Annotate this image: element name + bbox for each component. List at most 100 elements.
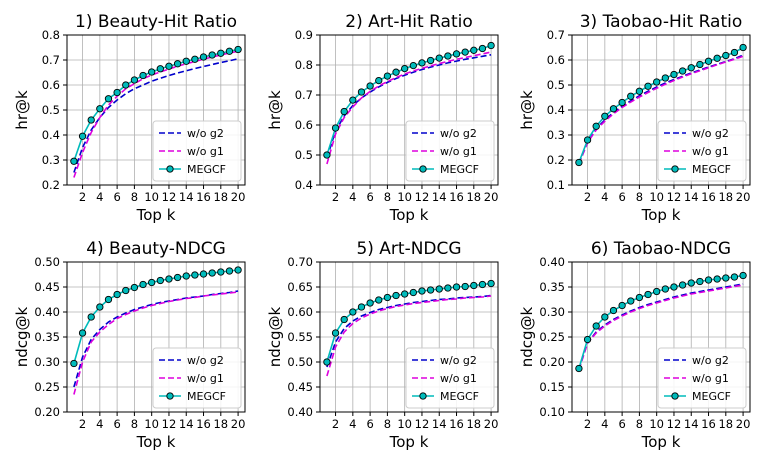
- data-point: [444, 52, 452, 60]
- legend-label: w/o g1: [187, 145, 224, 158]
- y-tick-label: 0.50: [287, 355, 313, 369]
- data-point: [739, 43, 747, 52]
- legend-marker: [671, 392, 679, 400]
- chart-title: 6) Taobao-NDCG: [591, 239, 731, 259]
- x-tick-label: 20: [736, 190, 751, 204]
- data-point: [191, 271, 199, 279]
- y-axis-label: hr@k: [13, 90, 31, 130]
- data-point: [635, 293, 644, 302]
- data-point: [487, 279, 495, 288]
- x-axis-label: Top k: [136, 206, 176, 224]
- legend-label: w/o g1: [692, 372, 729, 385]
- chart-panel-1: 2 4 6 8 10 12 14 16 18 20 0.2 0.3 0.4 0.5 0.6 0.7 0.8 1) …: [13, 12, 246, 224]
- data-point: [148, 68, 156, 76]
- y-tick-label: 0.5: [295, 148, 313, 162]
- data-point: [375, 296, 383, 304]
- chart-title: 1) Beauty-Hit Ratio: [75, 12, 237, 32]
- x-tick-label: 14: [179, 417, 194, 431]
- data-point: [357, 88, 366, 96]
- y-tick-label: 0.1: [547, 178, 565, 192]
- legend-label: w/o g1: [187, 372, 224, 385]
- data-point: [618, 301, 626, 310]
- legend-marker: [671, 165, 679, 173]
- x-tick-label: 14: [684, 190, 699, 204]
- y-tick-label: 0.55: [287, 330, 313, 344]
- data-point: [165, 62, 173, 70]
- data-point: [217, 49, 225, 57]
- x-tick-label: 16: [449, 417, 464, 431]
- chart-title: 3) Taobao-Hit Ratio: [580, 12, 743, 32]
- x-tick-label: 6: [366, 190, 373, 204]
- data-point: [208, 51, 216, 59]
- data-point: [470, 281, 478, 290]
- data-point: [349, 96, 357, 104]
- data-point: [670, 70, 678, 79]
- data-point: [217, 268, 225, 276]
- data-point: [357, 303, 366, 311]
- data-point: [487, 41, 495, 50]
- x-tick-label: 10: [649, 417, 664, 431]
- legend-label: MEGCF: [692, 163, 731, 176]
- data-point: [113, 290, 121, 299]
- data-point: [687, 64, 695, 72]
- data-point: [418, 59, 426, 67]
- series-line-w-o-g2: [73, 290, 239, 388]
- x-tick-label: 18: [718, 417, 733, 431]
- x-tick-label: 8: [636, 190, 643, 204]
- legend-marker: [419, 165, 427, 173]
- series-line-w-o-g1: [326, 51, 492, 165]
- y-tick-label: 0.6: [42, 78, 60, 92]
- x-tick-label: 20: [231, 417, 246, 431]
- legend-box: [657, 347, 747, 409]
- data-point: [78, 329, 87, 337]
- data-point: [323, 358, 331, 366]
- data-point: [661, 285, 669, 293]
- data-point: [653, 78, 661, 86]
- data-point: [331, 124, 340, 132]
- x-tick-label: 14: [179, 190, 194, 204]
- series-line-w-o-g1: [578, 55, 744, 165]
- data-point: [78, 132, 87, 140]
- data-point: [104, 295, 113, 304]
- y-tick-label: 0.3: [547, 128, 565, 142]
- data-point: [156, 276, 164, 285]
- data-point: [722, 274, 730, 282]
- x-tick-label: 20: [484, 190, 499, 204]
- data-point: [592, 322, 600, 330]
- data-point: [592, 122, 600, 130]
- data-point: [375, 76, 383, 85]
- y-tick-label: 0.65: [287, 280, 313, 294]
- x-tick-label: 12: [667, 417, 682, 431]
- data-point: [461, 48, 469, 56]
- data-point: [366, 299, 374, 307]
- data-point: [340, 107, 348, 116]
- x-tick-label: 8: [131, 190, 138, 204]
- data-point: [452, 283, 461, 291]
- data-point: [644, 82, 652, 90]
- y-axis-label: hr@k: [518, 90, 536, 130]
- x-tick-label: 18: [466, 417, 481, 431]
- legend-box: [405, 347, 495, 409]
- y-tick-label: 0.15: [539, 380, 565, 394]
- data-point: [722, 51, 730, 60]
- series-line-w-o-g2: [326, 294, 492, 368]
- data-point: [461, 282, 469, 291]
- x-tick-label: 8: [384, 417, 391, 431]
- legend: w/o g2 w/o g1 MEGCF: [405, 120, 495, 182]
- data-point: [444, 284, 452, 292]
- y-tick-label: 0.4: [547, 103, 565, 117]
- x-tick-label: 4: [601, 417, 608, 431]
- data-point: [601, 112, 609, 120]
- y-tick-label: 0.7: [547, 28, 565, 42]
- data-point: [225, 267, 234, 275]
- data-point: [618, 98, 626, 107]
- data-point: [478, 44, 487, 53]
- y-axis-label: hr@k: [266, 90, 284, 130]
- legend-label: w/o g2: [692, 354, 729, 367]
- data-point: [96, 303, 104, 311]
- data-point: [601, 313, 609, 321]
- data-point: [678, 67, 687, 75]
- y-tick-label: 0.30: [34, 355, 60, 369]
- x-tick-label: 10: [397, 417, 412, 431]
